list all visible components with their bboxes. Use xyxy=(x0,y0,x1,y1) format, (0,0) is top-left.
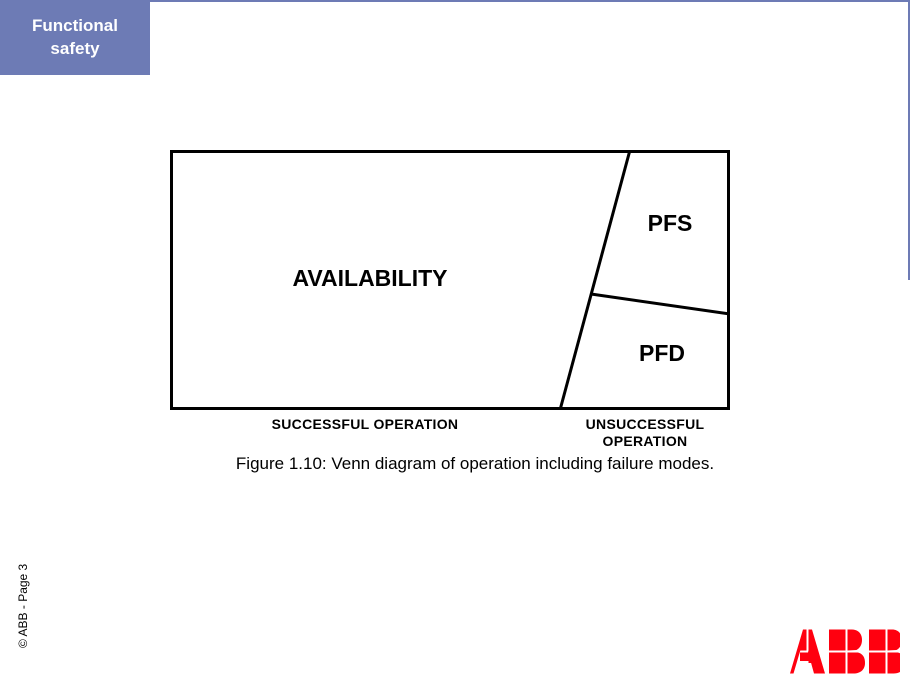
venn-diagram: AVAILABILITY PFS PFD xyxy=(170,150,730,410)
sublabel-unsuccessful: UNSUCCESSFUL OPERATION xyxy=(560,416,730,450)
copyright-text: © ABB - Page 3 xyxy=(16,564,30,648)
figure-caption: Figure 1.10: Venn diagram of operation i… xyxy=(170,454,780,474)
region-label-pfs: PFS xyxy=(648,210,693,236)
region-label-pfd: PFD xyxy=(639,340,685,366)
frame-top xyxy=(150,0,910,2)
sublabel-successful: SUCCESSFUL OPERATION xyxy=(170,416,560,450)
corner-frame xyxy=(890,0,910,280)
section-tab-label: Functionalsafety xyxy=(32,15,118,59)
sub-labels-row: SUCCESSFUL OPERATION UNSUCCESSFUL OPERAT… xyxy=(170,416,730,450)
section-tab: Functionalsafety xyxy=(0,0,150,75)
frame-right xyxy=(908,0,910,280)
abb-logo xyxy=(790,629,900,674)
diagram-container: AVAILABILITY PFS PFD SUCCESSFUL OPERATIO… xyxy=(170,150,750,474)
diagram-outer-box xyxy=(172,152,729,409)
region-label-availability: AVAILABILITY xyxy=(292,265,447,291)
